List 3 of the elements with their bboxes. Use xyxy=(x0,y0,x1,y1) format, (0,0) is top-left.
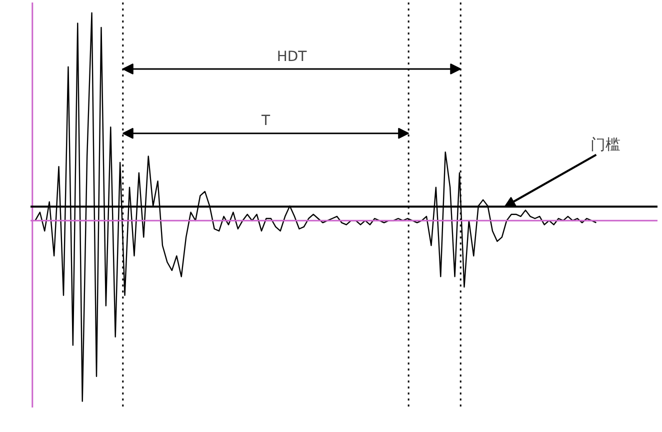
annotation: T xyxy=(260,113,270,130)
ref-line-label: 门槛 xyxy=(590,135,621,154)
annotation: HDT xyxy=(276,48,308,65)
